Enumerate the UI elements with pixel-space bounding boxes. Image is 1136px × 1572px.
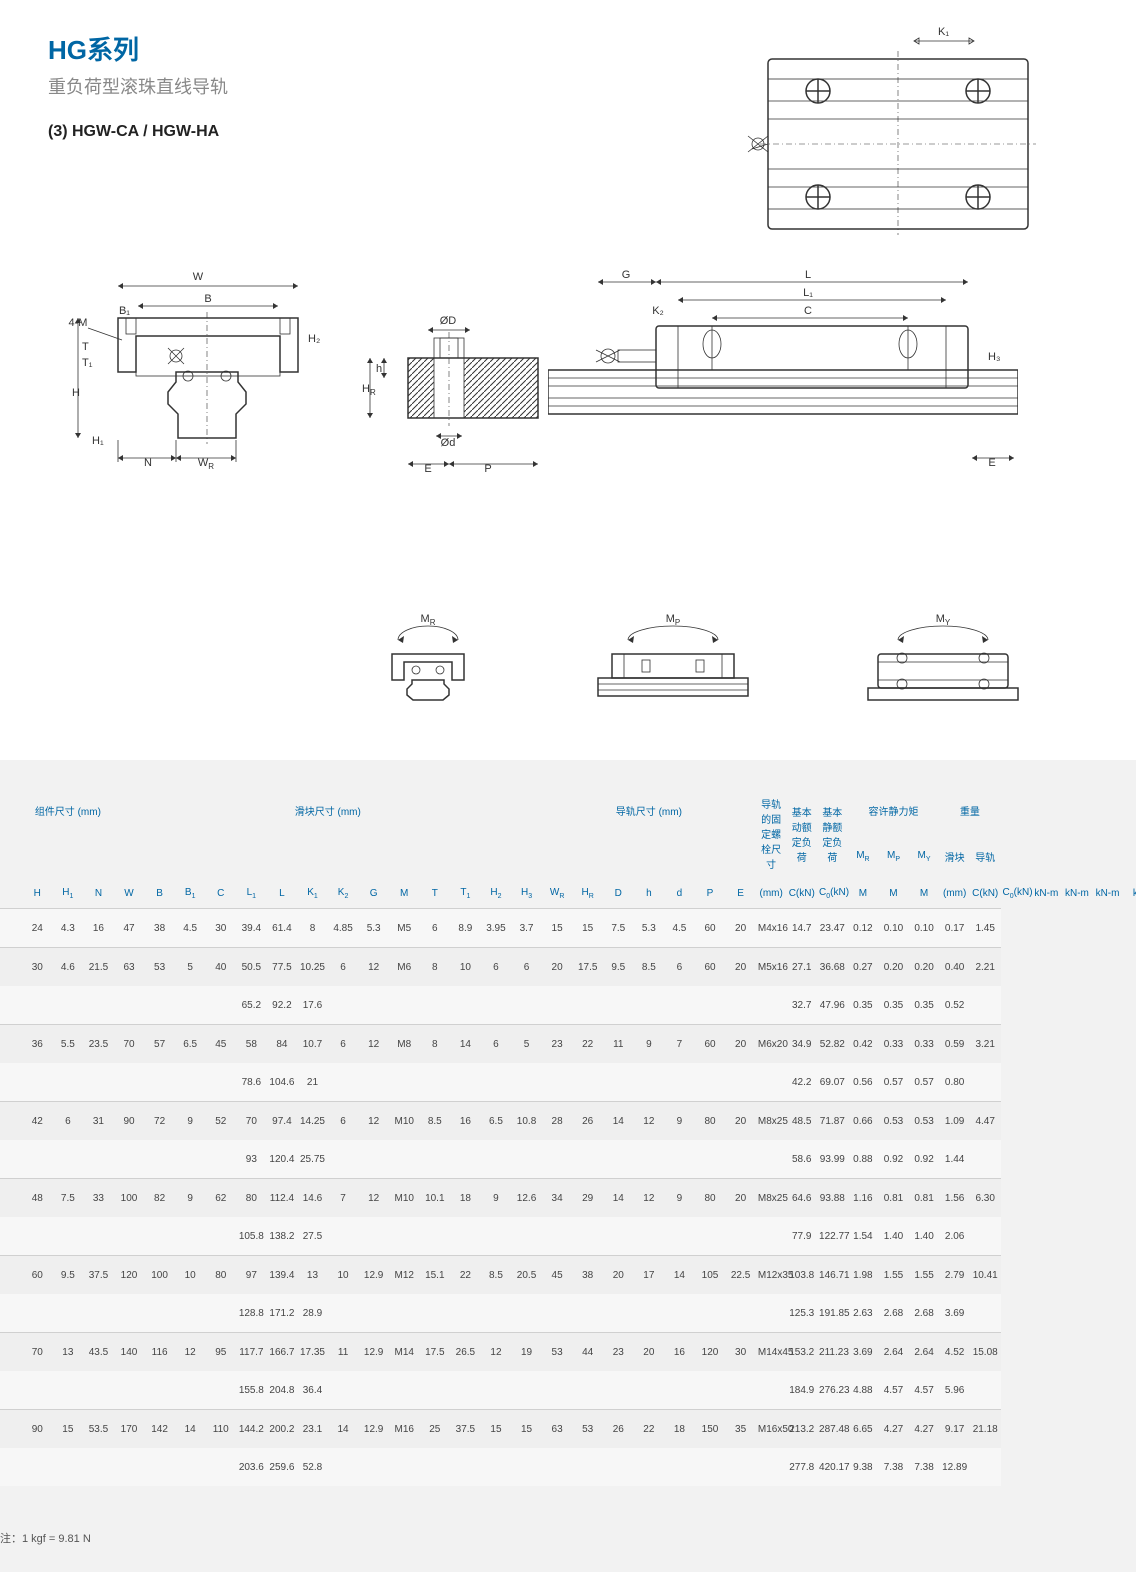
table-row: HGW 30HA93120.425.7558.693.990.880.920.9… bbox=[0, 1140, 1136, 1179]
svg-text:MY: MY bbox=[936, 613, 951, 627]
specification-table: 型号 组件尺寸 (mm) 滑块尺寸 (mm) 导轨尺寸 (mm) 导轨的固定螺栓… bbox=[0, 788, 1136, 1486]
table-row: HGW 35CA487.5331008296280112.414.6712M10… bbox=[0, 1179, 1136, 1218]
table-header: 型号 组件尺寸 (mm) 滑块尺寸 (mm) 导轨尺寸 (mm) 导轨的固定螺栓… bbox=[0, 788, 1136, 909]
svg-text:N: N bbox=[144, 457, 152, 469]
svg-text:B: B bbox=[204, 293, 211, 305]
svg-text:P: P bbox=[484, 463, 491, 475]
table-row: HGW 45HA128.8171.228.9125.3191.852.632.6… bbox=[0, 1294, 1136, 1333]
table-row: HGW 65CA901553.517014214110144.2200.223.… bbox=[0, 1410, 1136, 1449]
table-row: HGW 25HA78.6104.62142.269.070.560.570.57… bbox=[0, 1063, 1136, 1102]
svg-text:HR: HR bbox=[362, 383, 376, 397]
table-row: HGW 20CA304.621.5635354050.577.510.25612… bbox=[0, 948, 1136, 987]
svg-text:H₃: H₃ bbox=[988, 351, 1000, 363]
svg-text:H₂: H₂ bbox=[308, 333, 320, 345]
diagram-section-views: W B B₁ 4-M TT₁ H H₁ H₂ N bbox=[48, 266, 1088, 586]
svg-text:Ød: Ød bbox=[441, 437, 456, 449]
svg-text:E: E bbox=[988, 457, 995, 469]
table-row: HGW 15CA244.31647384.53039.461.484.855.3… bbox=[0, 909, 1136, 948]
table-row: HGW 20HA65.292.217.632.747.960.350.350.3… bbox=[0, 986, 1136, 1025]
svg-text:E: E bbox=[424, 463, 431, 475]
svg-text:ØD: ØD bbox=[440, 315, 457, 327]
svg-text:L: L bbox=[805, 269, 811, 281]
svg-text:MP: MP bbox=[666, 613, 681, 627]
svg-text:H₁: H₁ bbox=[92, 435, 104, 447]
table-row: HGW 35HA105.8138.227.577.9122.771.541.40… bbox=[0, 1217, 1136, 1256]
svg-text:T₁: T₁ bbox=[82, 357, 93, 369]
svg-text:T: T bbox=[82, 341, 89, 353]
svg-text:B₁: B₁ bbox=[119, 305, 130, 317]
svg-text:WR: WR bbox=[198, 457, 214, 471]
table-row: HGW 25CA365.523.570576.545588410.7612M88… bbox=[0, 1025, 1136, 1064]
specification-table-wrap: 型号 组件尺寸 (mm) 滑块尺寸 (mm) 导轨尺寸 (mm) 导轨的固定螺栓… bbox=[0, 760, 1136, 1572]
table-body: HGW 15CA244.31647384.53039.461.484.855.3… bbox=[0, 909, 1136, 1487]
svg-text:K₁: K₁ bbox=[938, 26, 949, 38]
svg-text:C: C bbox=[804, 305, 812, 317]
table-row: HGW 30CA4263190729527097.414.25612M108.5… bbox=[0, 1102, 1136, 1141]
svg-text:W: W bbox=[193, 271, 204, 283]
svg-text:G: G bbox=[622, 269, 631, 281]
table-row: HGW 45CA609.537.5120100108097139.4131012… bbox=[0, 1256, 1136, 1295]
table-row: HGW 65HA203.6259.652.8277.8420.179.387.3… bbox=[0, 1448, 1136, 1486]
svg-text:MR: MR bbox=[421, 613, 436, 627]
svg-text:L₁: L₁ bbox=[803, 287, 813, 299]
svg-text:H: H bbox=[72, 387, 80, 399]
footnote: 注：1 kgf = 9.81 N bbox=[0, 1530, 1136, 1546]
table-row: HGW 55CA701343.51401161295117.7166.717.3… bbox=[0, 1333, 1136, 1372]
svg-text:K₂: K₂ bbox=[652, 305, 664, 317]
moment-diagrams: MR MP MY bbox=[48, 610, 1088, 710]
table-row: HGW 55HA155.8204.836.4184.9276.234.884.5… bbox=[0, 1371, 1136, 1410]
